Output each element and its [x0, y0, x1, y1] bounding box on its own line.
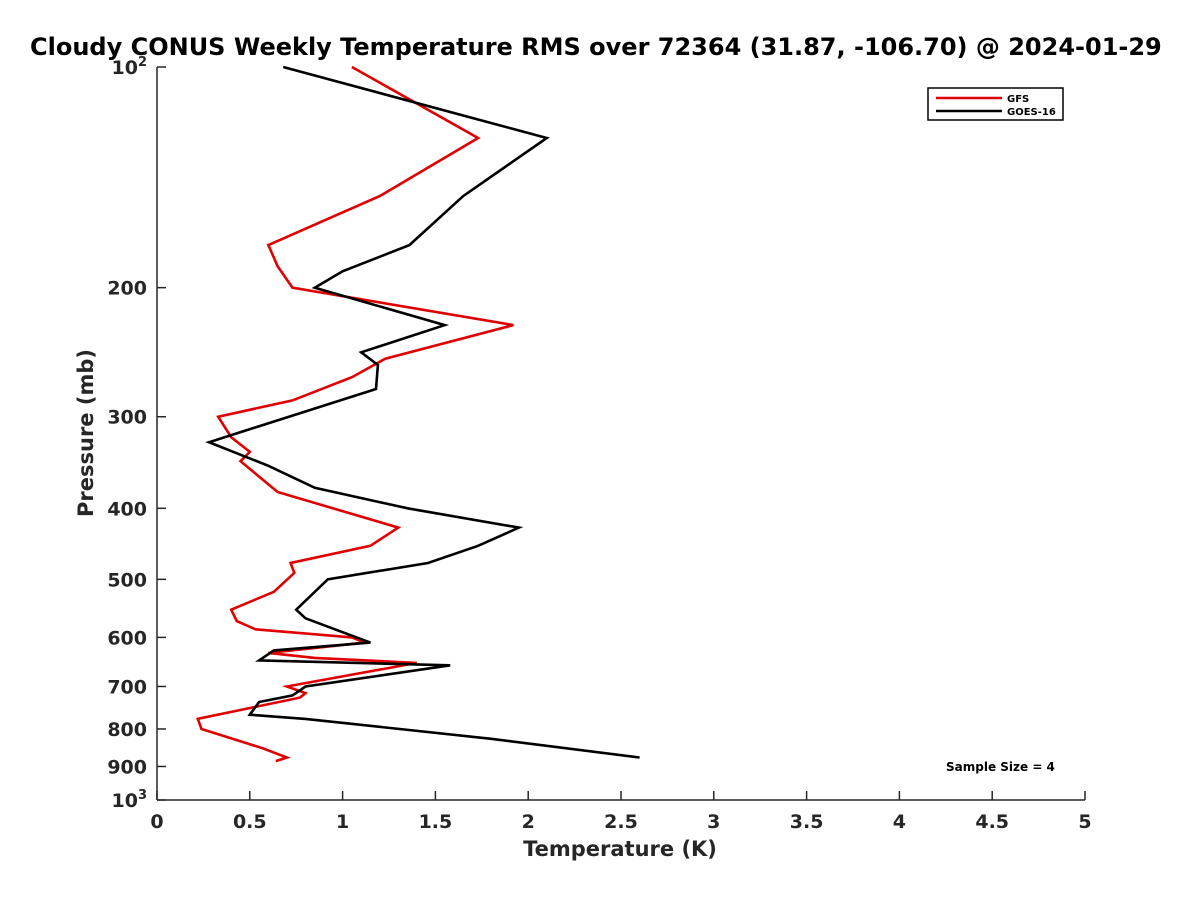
x-tick-label: 1.5 — [419, 811, 453, 833]
y-tick-label: 103 — [112, 788, 148, 812]
chart-title: Cloudy CONUS Weekly Temperature RMS over… — [30, 33, 1162, 61]
x-tick-label: 3.5 — [790, 811, 824, 833]
x-tick-label: 0 — [150, 811, 163, 833]
y-axis-label: Pressure (mb) — [74, 349, 98, 517]
axes: 0 0.5 1 1.5 2 2.5 3 3.5 4 4.5 5 102 200 300 400 500 600 7… — [107, 55, 1091, 833]
legend-label-gfs: GFS — [1007, 94, 1029, 105]
y-tick-label: 500 — [107, 569, 147, 591]
x-tick-label: 4 — [893, 811, 906, 833]
legend: GFS GOES-16 — [927, 87, 1064, 121]
x-tick-label: 2.5 — [604, 811, 638, 833]
y-tick-label: 800 — [107, 719, 147, 741]
legend-box — [927, 87, 1064, 121]
y-tick-label: 900 — [107, 756, 147, 778]
x-tick-label: 0.5 — [233, 811, 267, 833]
legend-label-goes-16: GOES-16 — [1007, 107, 1056, 118]
y-tick-label: 700 — [107, 676, 147, 698]
x-tick-label: 4.5 — [975, 811, 1009, 833]
x-tick-label: 3 — [707, 811, 720, 833]
y-tick-label: 200 — [107, 278, 147, 300]
y-tick-label: 600 — [107, 627, 147, 649]
series-lines — [196, 65, 640, 763]
x-tick-label: 1 — [336, 811, 349, 833]
x-tick-label: 2 — [522, 811, 535, 833]
y-tick-label: 300 — [107, 407, 147, 429]
series-line-goes-16 — [205, 65, 640, 759]
x-tick-label: 5 — [1078, 811, 1091, 833]
y-tick-label: 400 — [107, 498, 147, 520]
series-line-gfs — [196, 65, 514, 763]
x-axis-label: Temperature (K) — [523, 837, 717, 861]
y-tick-label: 102 — [112, 55, 148, 79]
sample-size-annotation: Sample Size = 4 — [946, 760, 1055, 774]
